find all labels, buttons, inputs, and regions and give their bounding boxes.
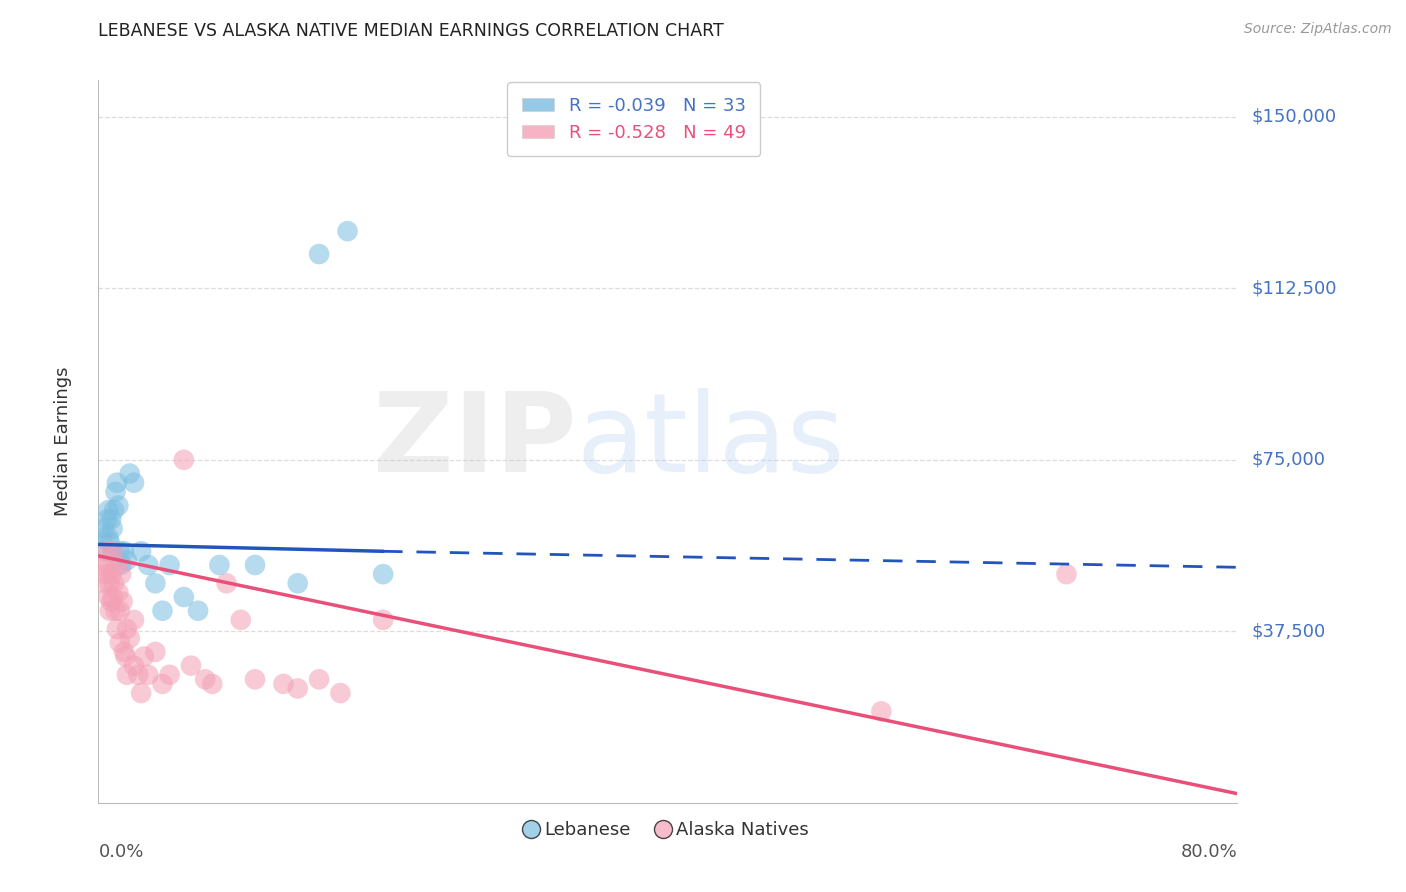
Point [115, 622, 138, 636]
Point [115, 553, 138, 567]
Point [159, 558, 181, 572]
Point [229, 613, 252, 627]
Text: ZIP: ZIP [374, 388, 576, 495]
Point [108, 604, 131, 618]
Point [152, 604, 174, 618]
Text: $75,000: $75,000 [1251, 450, 1326, 469]
Point [136, 667, 159, 681]
Point [145, 576, 167, 591]
Point [97, 558, 120, 572]
Point [91, 531, 114, 545]
Point [93, 521, 115, 535]
Point [336, 224, 359, 238]
Point [111, 594, 134, 608]
Point [96, 544, 118, 558]
Point [308, 673, 330, 687]
Text: $112,500: $112,500 [1251, 279, 1337, 297]
Point [129, 544, 152, 558]
Point [215, 576, 238, 591]
Point [108, 636, 131, 650]
Text: 0.0%: 0.0% [98, 843, 143, 861]
Y-axis label: Median Earnings: Median Earnings [53, 367, 72, 516]
Point [110, 567, 132, 582]
Point [287, 576, 309, 591]
Point [187, 604, 209, 618]
Point [180, 658, 202, 673]
Point [97, 590, 120, 604]
Point [173, 453, 195, 467]
Text: atlas: atlas [576, 388, 845, 495]
Point [96, 512, 118, 526]
Point [152, 677, 174, 691]
Point [373, 613, 395, 627]
Point [94, 544, 117, 558]
Point [308, 247, 330, 261]
Point [105, 558, 128, 572]
Point [287, 681, 309, 696]
Legend: Lebanese, Alaska Natives: Lebanese, Alaska Natives [517, 812, 818, 848]
Point [98, 535, 121, 549]
Point [194, 673, 217, 687]
Point [105, 622, 128, 636]
Point [127, 667, 149, 681]
Point [159, 667, 181, 681]
Text: LEBANESE VS ALASKA NATIVE MEDIAN EARNINGS CORRELATION CHART: LEBANESE VS ALASKA NATIVE MEDIAN EARNING… [98, 22, 724, 40]
Point [104, 484, 127, 499]
Point [208, 558, 231, 572]
Point [243, 558, 266, 572]
Point [100, 567, 122, 582]
Point [107, 585, 129, 599]
Point [870, 704, 893, 718]
Point [98, 604, 121, 618]
Point [104, 604, 127, 618]
Point [118, 631, 141, 645]
Point [110, 558, 132, 572]
Point [101, 544, 124, 558]
Point [100, 512, 122, 526]
Point [173, 590, 195, 604]
Point [243, 673, 266, 687]
Point [201, 677, 224, 691]
Point [103, 503, 125, 517]
Point [97, 531, 120, 545]
Point [118, 467, 141, 481]
Point [103, 576, 125, 591]
Point [1056, 567, 1078, 582]
Point [112, 645, 135, 659]
Point [93, 576, 115, 591]
Point [101, 521, 124, 535]
Point [114, 649, 136, 664]
Text: 80.0%: 80.0% [1181, 843, 1237, 861]
Point [145, 645, 167, 659]
Point [108, 544, 131, 558]
Point [97, 503, 120, 517]
Point [129, 686, 152, 700]
Point [122, 658, 145, 673]
Point [94, 567, 117, 582]
Point [91, 558, 114, 572]
Point [373, 567, 395, 582]
Point [105, 475, 128, 490]
Text: $37,500: $37,500 [1251, 623, 1326, 640]
Point [329, 686, 352, 700]
Point [136, 558, 159, 572]
Point [132, 649, 155, 664]
Text: $150,000: $150,000 [1251, 108, 1336, 126]
Point [122, 613, 145, 627]
Point [107, 499, 129, 513]
Point [115, 667, 138, 681]
Point [98, 576, 121, 591]
Point [273, 677, 295, 691]
Point [101, 544, 124, 558]
Point [112, 544, 135, 558]
Text: Source: ZipAtlas.com: Source: ZipAtlas.com [1244, 22, 1392, 37]
Point [122, 475, 145, 490]
Point [101, 590, 124, 604]
Point [100, 594, 122, 608]
